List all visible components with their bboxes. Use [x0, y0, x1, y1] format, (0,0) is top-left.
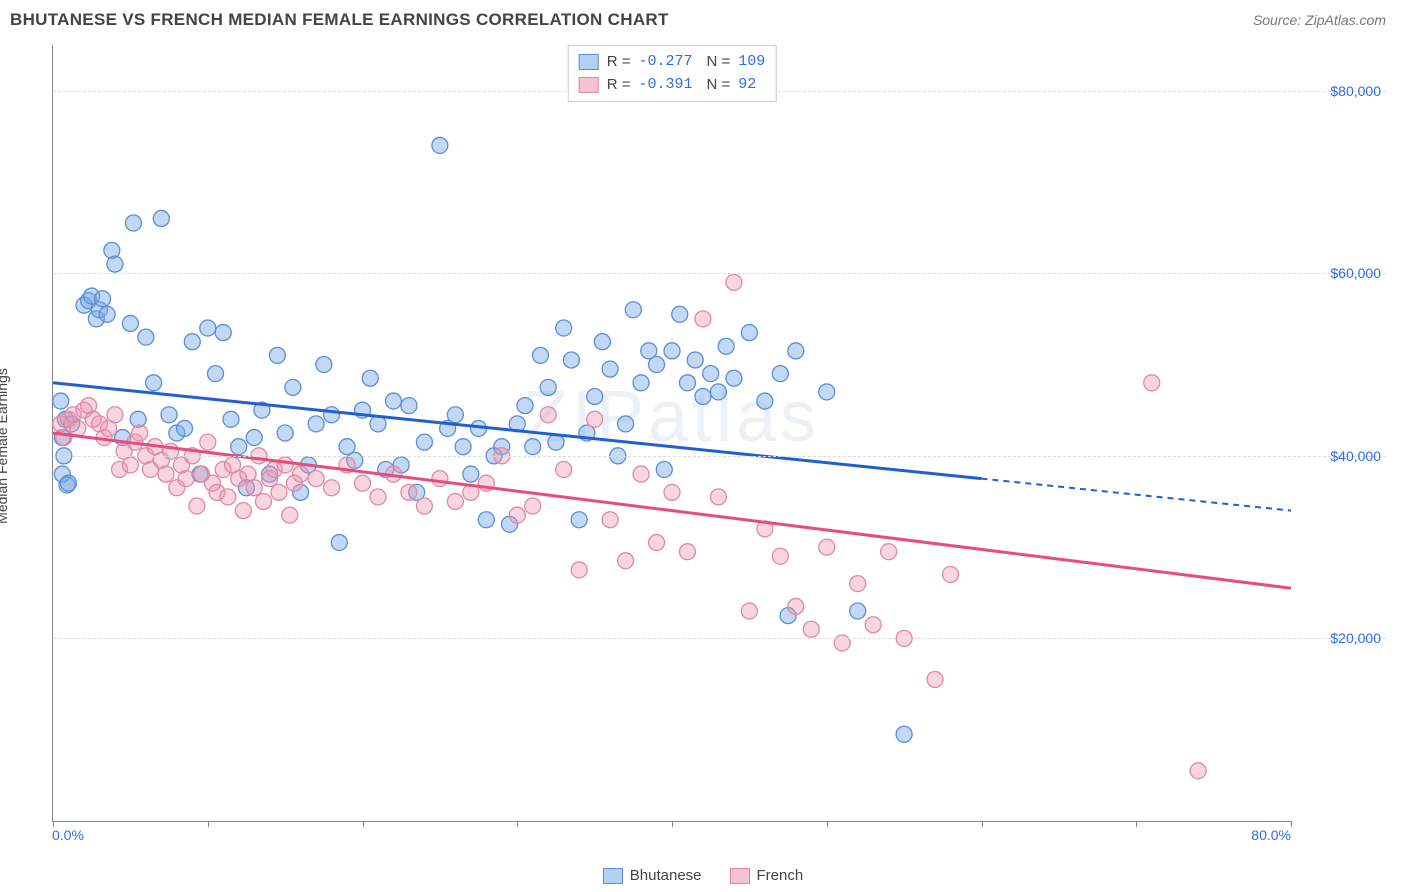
chart-header: BHUTANESE VS FRENCH MEDIAN FEMALE EARNIN…	[0, 0, 1406, 40]
chart-title: BHUTANESE VS FRENCH MEDIAN FEMALE EARNIN…	[10, 10, 669, 30]
swatch-french	[579, 77, 599, 93]
n-value-bhutanese: 109	[738, 51, 765, 74]
stats-box: R = -0.277 N = 109 R = -0.391 N = 92	[568, 45, 777, 102]
legend-item-bhutanese: Bhutanese	[603, 867, 702, 884]
n-value-french: 92	[738, 74, 756, 97]
n-label: N =	[707, 74, 731, 97]
x-tick	[1291, 821, 1292, 827]
r-value-bhutanese: -0.277	[638, 51, 692, 74]
y-tick-label: $60,000	[1330, 265, 1381, 281]
r-value-french: -0.391	[638, 74, 692, 97]
y-tick-label: $20,000	[1330, 630, 1381, 646]
legend: Bhutanese French	[0, 867, 1406, 884]
r-label: R =	[607, 51, 631, 74]
n-label: N =	[707, 51, 731, 74]
plot-svg	[53, 45, 1291, 821]
y-tick-label: $40,000	[1330, 448, 1381, 464]
swatch-bhutanese	[603, 868, 623, 884]
x-axis-labels: 0.0% 80.0%	[52, 827, 1291, 849]
x-max-label: 80.0%	[1251, 827, 1291, 843]
plot-area: ZIPatlas R = -0.277 N = 109 R = -0.391 N…	[52, 45, 1291, 822]
gridline	[53, 273, 1386, 274]
swatch-bhutanese	[579, 54, 599, 70]
gridline	[53, 638, 1386, 639]
chart-area: Median Female Earnings ZIPatlas R = -0.2…	[10, 45, 1386, 847]
r-label: R =	[607, 74, 631, 97]
legend-item-french: French	[730, 867, 804, 884]
legend-label: Bhutanese	[630, 867, 702, 884]
stats-row-french: R = -0.391 N = 92	[579, 74, 766, 97]
y-axis-label: Median Female Earnings	[0, 368, 10, 524]
y-tick-label: $80,000	[1330, 83, 1381, 99]
stats-row-bhutanese: R = -0.277 N = 109	[579, 51, 766, 74]
legend-label: French	[757, 867, 804, 884]
swatch-french	[730, 868, 750, 884]
x-min-label: 0.0%	[52, 827, 84, 843]
gridline	[53, 456, 1386, 457]
source-label: Source: ZipAtlas.com	[1253, 12, 1386, 28]
